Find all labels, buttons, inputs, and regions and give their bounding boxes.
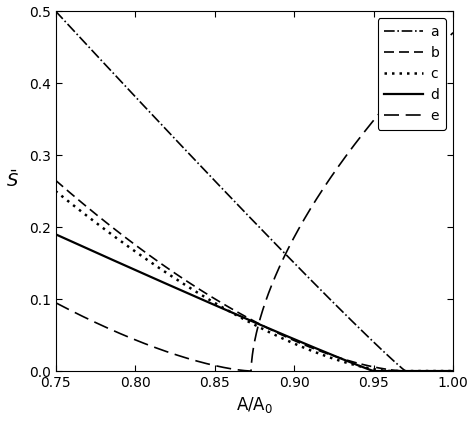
b [53,178,58,183]
Line: c: c [55,191,453,371]
e [73,310,79,315]
d [236,313,241,318]
b [450,368,456,373]
c [53,189,58,194]
e [236,368,241,373]
d [439,368,445,373]
e [439,42,445,47]
e [450,30,456,35]
c [366,366,372,371]
d [450,368,456,373]
d [246,317,252,322]
c [387,368,392,373]
c [439,368,445,373]
b [73,195,79,200]
a [450,368,456,373]
d [73,241,79,246]
Line: e: e [55,33,453,371]
Line: d: d [55,234,453,371]
a [439,368,445,373]
b [236,310,241,315]
a [236,203,241,208]
d [366,367,372,372]
b [439,368,445,373]
a [439,368,445,373]
a [53,8,58,13]
c [236,314,241,319]
a [73,30,79,35]
e [246,368,252,373]
d [439,368,445,373]
c [73,205,79,210]
b [366,363,372,368]
e [439,42,445,47]
a [366,335,372,340]
Line: a: a [55,11,453,371]
Y-axis label: $\bar{S}$: $\bar{S}$ [6,171,18,191]
c [246,319,252,324]
d [53,232,58,237]
Legend: a, b, c, d, e: a, b, c, d, e [377,18,446,130]
d [371,368,376,373]
e [366,124,372,129]
c [450,368,456,373]
Line: b: b [55,180,453,371]
a [403,368,409,373]
e [53,300,58,305]
b [246,316,252,321]
e [248,368,254,373]
c [439,368,445,373]
X-axis label: A/A$_0$: A/A$_0$ [236,395,273,416]
a [246,214,252,219]
b [439,368,445,373]
b [403,368,409,373]
